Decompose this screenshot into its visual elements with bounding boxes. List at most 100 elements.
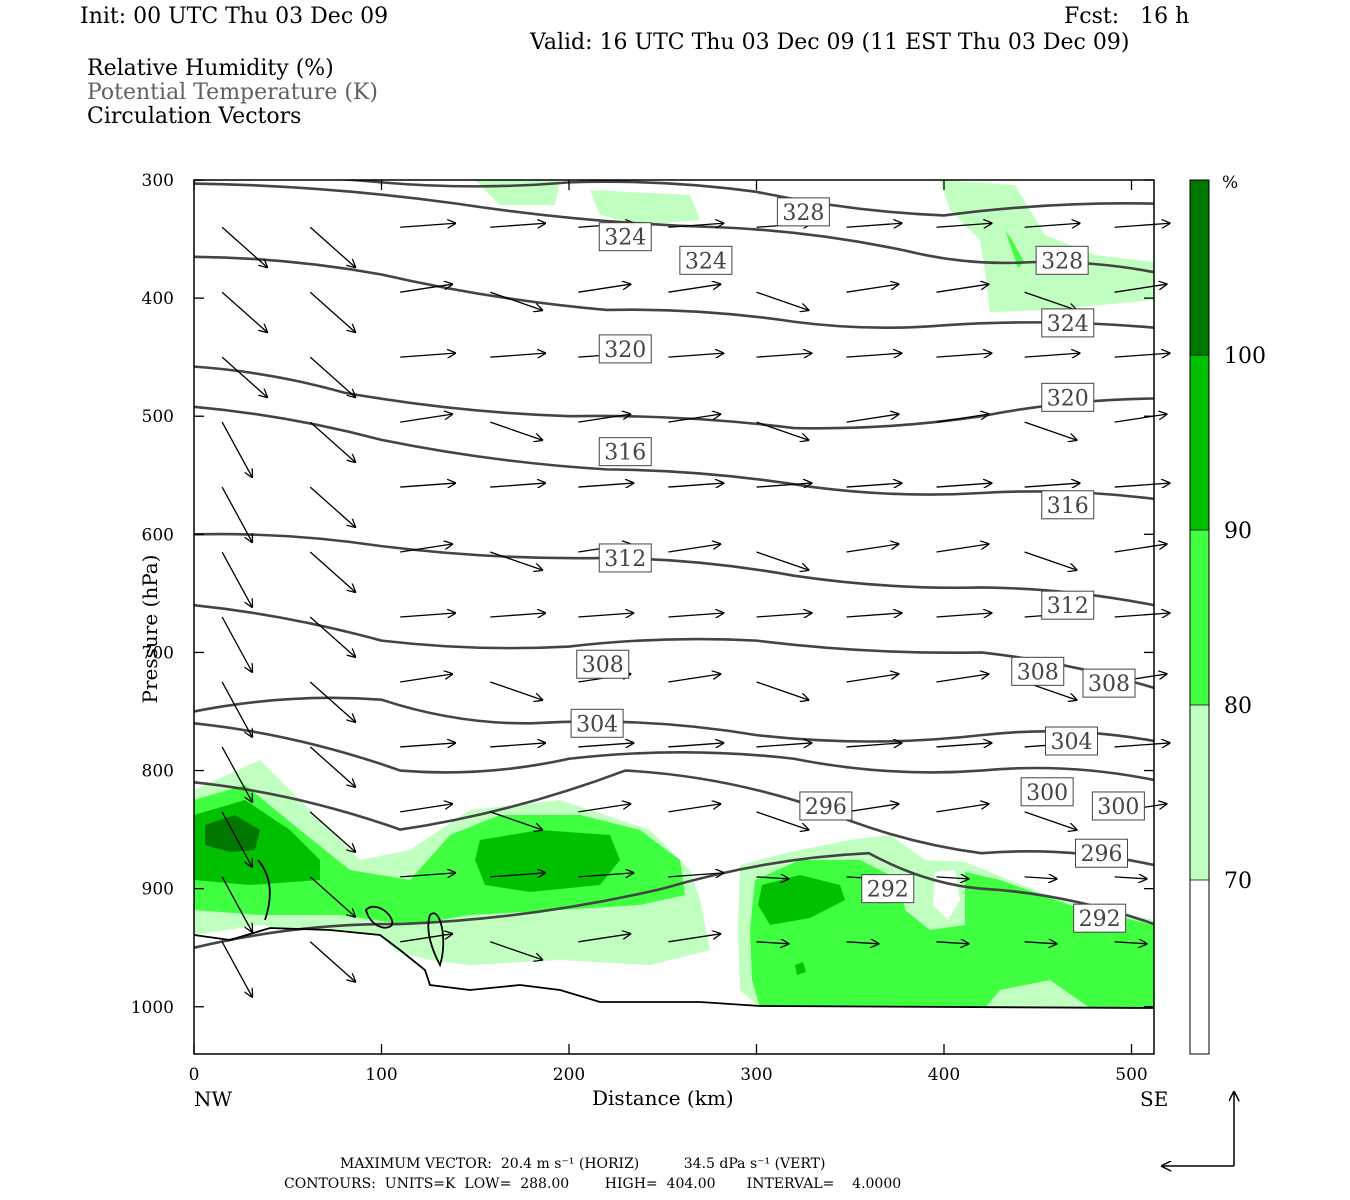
- x-tick-label: 200: [553, 1065, 585, 1085]
- contour-label-box: [598, 334, 652, 364]
- y-axis-label: Pressure (hPa): [138, 554, 162, 704]
- circulation-vector: [400, 674, 452, 683]
- circulation-vector: [221, 356, 267, 397]
- circulation-vector: [578, 743, 633, 747]
- circulation-vector: [936, 414, 989, 423]
- terrain-closed-contour: [365, 905, 394, 929]
- circulation-vector: [936, 804, 989, 813]
- contour-label: 312: [1047, 594, 1089, 619]
- circulation-vector: [756, 421, 809, 440]
- circulation-vector: [668, 284, 720, 293]
- contour-label-box: [1041, 308, 1095, 338]
- contour-label: 300: [1097, 795, 1139, 820]
- circulation-vector: [400, 414, 452, 423]
- y-tick-label: 900: [142, 880, 174, 900]
- circulation-vector: [668, 544, 720, 553]
- contour-label-box: [679, 245, 733, 275]
- colorbar-level: 70: [1224, 869, 1252, 894]
- circulation-vector: [221, 421, 252, 477]
- x-tick-label: 400: [928, 1065, 960, 1085]
- circulation-vector: [490, 353, 545, 357]
- circulation-vector: [309, 551, 355, 592]
- circulation-vector: [490, 941, 542, 960]
- contour-label: 304: [1051, 730, 1093, 755]
- contour-label-box: [776, 197, 830, 227]
- contour-label: 308: [582, 653, 624, 678]
- circulation-vector: [221, 226, 267, 267]
- theta-contour-304: [194, 696, 1154, 743]
- circulation-vector: [1024, 942, 1057, 944]
- circulation-vector: [309, 356, 355, 397]
- terrain-closed-contour-2: [427, 912, 445, 968]
- circulation-vector: [668, 743, 723, 747]
- circulation-vector: [846, 804, 899, 813]
- circulation-vector: [668, 353, 723, 357]
- circulation-vector: [1024, 811, 1077, 830]
- circulation-vector: [578, 414, 630, 423]
- circulation-vector: [756, 613, 812, 617]
- circulation-vector: [400, 353, 455, 357]
- forecast-hour: Fcst: 16 h: [1064, 4, 1190, 29]
- circulation-vector: [221, 681, 252, 737]
- contour-label: 324: [685, 249, 727, 274]
- theta-contour-300: [194, 722, 1154, 782]
- contour-label-box: [1073, 903, 1127, 933]
- circulation-vector: [1114, 353, 1170, 357]
- rh-fill-right-dot: [795, 962, 806, 975]
- circulation-vector: [400, 544, 452, 553]
- circulation-vector: [668, 414, 720, 423]
- circulation-vector: [936, 743, 992, 747]
- y-tick-label: 500: [142, 407, 174, 427]
- contour-label: 320: [1047, 386, 1089, 411]
- contour-label: 308: [1088, 672, 1130, 697]
- circulation-vector: [400, 804, 452, 813]
- circulation-vector: [846, 414, 899, 423]
- contour-label-box: [1035, 245, 1089, 275]
- contour-label-box: [1041, 490, 1095, 520]
- contour-label: 300: [1026, 781, 1068, 806]
- circulation-vector: [846, 483, 902, 487]
- circulation-vector: [846, 942, 879, 944]
- circulation-vector: [221, 876, 252, 932]
- circulation-vectors: [221, 223, 1170, 997]
- x-tick-label: 300: [740, 1065, 772, 1085]
- circulation-vector: [1024, 291, 1077, 310]
- circulation-vector: [578, 934, 630, 943]
- circulation-vector: [309, 486, 355, 527]
- rh-fill-low-green2: [475, 830, 620, 892]
- contour-label-box: [1045, 726, 1098, 756]
- field-theta-title: Potential Temperature (K): [87, 80, 378, 105]
- circulation-vector: [668, 873, 723, 877]
- y-tick-label: 400: [142, 289, 174, 309]
- circulation-vector: [578, 873, 633, 877]
- colorbar-level: 100: [1224, 344, 1266, 369]
- colorbar-segment: [1190, 180, 1209, 355]
- circulation-vector: [936, 942, 969, 944]
- axis-ticks: 0 100 200 300 400 500 300 400 500 600 700 800 900 100…: [131, 171, 1154, 1085]
- x-tick-label: 500: [1115, 1065, 1147, 1085]
- circulation-vector: [936, 284, 989, 293]
- contour-label: 308: [1017, 660, 1059, 685]
- circulation-vector: [1024, 353, 1080, 357]
- circulation-vector: [756, 811, 809, 830]
- circulation-vector: [756, 877, 789, 879]
- circulation-vector: [756, 551, 809, 570]
- circulation-vector: [846, 743, 902, 747]
- circulation-vector: [936, 613, 992, 617]
- x-axis-label: Distance (km): [592, 1086, 734, 1110]
- circulation-vector: [1114, 414, 1167, 423]
- circulation-vector: [221, 616, 252, 672]
- circulation-vector: [846, 674, 899, 683]
- x-tick-label: 100: [365, 1065, 397, 1085]
- colorbar-segment: [1190, 880, 1209, 1054]
- rh-fill-darkest: [205, 815, 260, 852]
- circulation-vector: [400, 284, 452, 293]
- circulation-vector: [490, 291, 542, 310]
- contour-label-box: [598, 222, 652, 252]
- contour-label-box: [1011, 656, 1065, 686]
- circulation-vector: [846, 613, 902, 617]
- circulation-vector: [846, 284, 899, 293]
- contour-label: 304: [576, 712, 618, 737]
- contour-label-box: [598, 543, 652, 573]
